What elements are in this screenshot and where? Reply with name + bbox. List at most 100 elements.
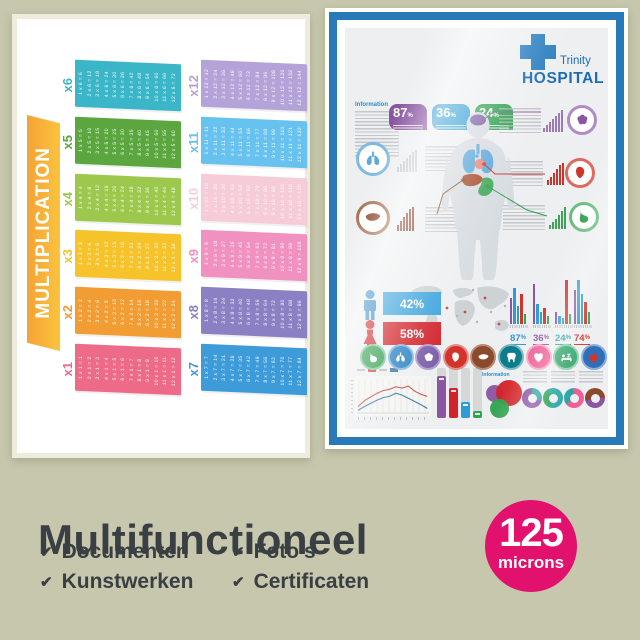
mult-fact: 5 x 8 = 40: [237, 298, 244, 326]
mult-fact: 10 x 9 = 90: [279, 242, 286, 272]
mult-fact: 4 x 6 = 24: [103, 71, 110, 98]
mult-label-x10: x10: [186, 176, 201, 223]
thickness-badge: 125 microns: [485, 500, 577, 592]
mult-fact: 11 x 8 = 88: [288, 299, 295, 329]
mult-fact: 7 x 12 = 84: [254, 70, 261, 101]
mult-label-text: x8: [185, 305, 201, 320]
mult-fact: 9 x 4 = 36: [145, 186, 152, 214]
mult-fact: 10 x 5 = 50: [153, 128, 160, 159]
mult-fact: 5 x 1 = 5: [111, 357, 118, 381]
mult-fact: 1 x 11 = 11: [204, 125, 211, 155]
mult-fact: 2 x 1 = 2: [86, 356, 93, 380]
mult-label-x3: x3: [60, 232, 75, 279]
callout-circle-stomach: [569, 202, 599, 232]
mult-fact: 12 x 4 = 48: [170, 186, 177, 216]
mult-fact: 3 x 1 = 3: [95, 356, 102, 380]
mult-fact: 6 x 1 = 6: [120, 357, 127, 381]
mult-fact: 6 x 9 = 54: [246, 242, 253, 269]
mult-fact: 12 x 10 = 120: [296, 183, 303, 220]
mult-fact: 9 x 8 = 72: [271, 300, 278, 327]
mult-label-x12: x12: [186, 62, 201, 109]
feature-item-fotos: ✔ Foto's: [232, 540, 316, 564]
mult-fact: 8 x 4 = 32: [137, 186, 143, 213]
mult-fact: 7 x 6 = 42: [128, 72, 135, 99]
thickness-value: 125: [499, 511, 564, 555]
mult-label-x9: x9: [186, 232, 201, 279]
mult-fact: 12 x 5 = 60: [170, 129, 177, 160]
mult-fact: 9 x 11 = 99: [271, 128, 278, 158]
check-icon: ✔: [232, 544, 245, 561]
mult-fact: 12 x 1 = 12: [170, 356, 177, 387]
mult-fact: 10 x 6 = 60: [153, 71, 160, 102]
mult-label-x2: x2: [60, 289, 75, 336]
mult-fact: 6 x 6 = 36: [120, 72, 127, 99]
mult-fact: 1 x 7 = 7: [204, 355, 211, 380]
mult-fact: 9 x 3 = 27: [145, 243, 152, 270]
callout-circle-liver: [356, 201, 390, 235]
mult-fact: 1 x 1 = 1: [78, 355, 85, 380]
mult-fact: 9 x 10 = 90: [271, 185, 278, 215]
mult-fact: 5 x 3 = 15: [111, 242, 118, 269]
multiplication-title-banner: MULTIPLICATION: [27, 115, 60, 351]
mult-fact: 11 x 6 = 66: [162, 72, 169, 102]
mult-fact: 11 x 2 = 22: [162, 299, 169, 329]
mult-label-text: x4: [59, 191, 75, 207]
mult-fact: 7 x 2 = 14: [128, 299, 135, 327]
mult-fact: 12 x 11 = 132: [296, 126, 303, 163]
mult-label-x4: x4: [59, 176, 75, 223]
mult-fact: 3 x 12 = 36: [221, 69, 228, 99]
mini-bar-chart-lungs: [397, 150, 417, 172]
hospital-poster: Trinity HOSPITAL Information 87% 36% 24%: [325, 8, 628, 449]
heart-organ-icon: [576, 166, 585, 179]
mult-fact: 9 x 12 = 108: [271, 70, 278, 103]
mult-fact: 6 x 8 = 48: [246, 299, 253, 326]
feature-label: Certificaten: [253, 570, 370, 593]
mult-table-x11: 1 x 11 = 11 2 x 11 = 22 3 x 11 = 33 4 x 11 …: [201, 116, 307, 169]
mult-fact: 11 x 7 = 77: [288, 356, 295, 386]
mult-fact: 12 x 7 = 84: [296, 356, 303, 387]
mult-fact: 6 x 7 = 42: [246, 356, 253, 383]
mult-fact: 10 x 3 = 30: [153, 242, 160, 272]
mult-fact: 4 x 1 = 4: [103, 356, 110, 381]
mult-fact: 7 x 10 = 70: [254, 184, 261, 215]
mult-fact: 5 x 11 = 55: [237, 127, 244, 157]
mult-fact: 6 x 5 = 30: [120, 128, 127, 156]
feature-label: Kunstwerken: [61, 570, 194, 593]
mult-fact: 2 x 12 = 24: [212, 69, 219, 99]
mini-bar-chart-brain: [543, 110, 563, 132]
mult-fact: 8 x 6 = 48: [137, 72, 143, 100]
mult-fact: 8 x 7 = 56: [263, 356, 269, 384]
mult-fact: 2 x 2 = 4: [86, 299, 93, 323]
mult-fact: 2 x 9 = 18: [212, 241, 219, 268]
mult-fact: 6 x 12 = 72: [246, 70, 253, 101]
mult-fact: 10 x 8 = 80: [279, 299, 286, 329]
mult-fact: 4 x 8 = 32: [229, 298, 236, 325]
mult-fact: 3 x 3 = 9: [95, 242, 102, 267]
mult-fact: 10 x 12 = 120: [279, 68, 286, 105]
mult-table-x10: 1 x 10 = 10 2 x 10 = 20 3 x 10 = 30 4 x 10 …: [201, 173, 307, 225]
feature-label: Documenten: [61, 540, 189, 563]
mult-fact: 4 x 5 = 20: [103, 128, 110, 155]
mult-fact: 5 x 7 = 35: [237, 355, 244, 383]
mult-fact: 10 x 7 = 70: [279, 355, 286, 386]
mult-fact: 2 x 6 = 12: [86, 70, 93, 98]
check-icon: ✔: [232, 574, 245, 591]
mult-fact: 10 x 11 = 110: [279, 125, 286, 162]
stomach-icon: [579, 210, 589, 223]
mult-fact: 6 x 3 = 18: [120, 242, 127, 269]
mult-label-x5: x5: [59, 119, 75, 166]
mult-fact: 11 x 10 = 110: [288, 183, 295, 219]
mult-fact: 3 x 8 = 24: [221, 298, 228, 325]
mult-fact: 2 x 4 = 8: [86, 185, 93, 210]
mult-fact: 6 x 10 = 60: [246, 184, 253, 214]
mult-label-text: x5: [59, 135, 75, 150]
mult-fact: 4 x 11 = 44: [229, 126, 236, 156]
callout-circle-lungs: [356, 142, 390, 176]
